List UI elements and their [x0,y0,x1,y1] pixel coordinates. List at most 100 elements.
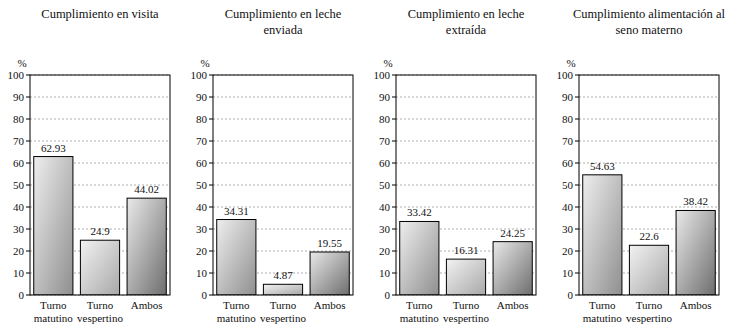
chart-canvas: Cumplimiento en visita% 0 10 20 30 40 50 60 70 80… [0,0,730,330]
tick-mark [209,207,213,208]
data-label: 34.31 [224,205,249,217]
data-label: 4.87 [273,269,293,281]
category-line: vespertino [443,312,489,324]
tick-label: 40 [196,201,208,213]
tick-label: 60 [13,157,25,169]
tick-label: 10 [196,267,208,279]
grid-line [30,119,170,120]
bars [400,221,533,295]
bar [493,242,532,295]
tick-mark [392,207,396,208]
grid-line [396,141,536,142]
chart-panel: Cumplimiento alimentación al seno materno… [557,7,726,324]
tick-label: 20 [13,245,25,257]
y-axis-label: % [383,57,392,69]
tick-mark [209,119,213,120]
tick-label: 70 [13,135,25,147]
data-label: 24.9 [90,225,110,237]
category-line: Ambos [497,299,529,311]
category-label: Turnomatutino [583,299,623,324]
title-line: enviada [264,23,303,37]
grid-line [579,119,719,120]
tick-mark [575,141,579,142]
bars [217,220,350,295]
title-line: Cumplimiento alimentación al [573,7,726,21]
tick-label: 30 [13,223,25,235]
tick-label: 100 [191,69,208,81]
data-label: 54.63 [590,160,615,172]
grid-line [396,119,536,120]
tick-label: 50 [379,179,391,191]
category-line: Turno [589,299,616,311]
bar [34,157,73,295]
tick-label: 50 [13,179,25,191]
tick-mark [575,163,579,164]
plot-frame [396,75,536,295]
chart-title: Cumplimiento en lecheextraída [408,7,525,37]
chart-panel: Cumplimiento en visita%01020304050607080… [8,7,171,324]
tick-label: 90 [13,91,25,103]
tick-mark [26,75,30,76]
tick-mark [26,229,30,230]
bar [446,259,485,295]
category-line: Turno [40,299,67,311]
data-label: 24.25 [500,227,525,239]
tick-label: 90 [196,91,208,103]
plot-frame [579,75,719,295]
tick-mark [575,185,579,186]
tick-label: 10 [379,267,391,279]
plot-frame [213,75,353,295]
tick-label: 40 [13,201,25,213]
tick-label: 80 [562,113,574,125]
title-line: Cumplimiento en leche [225,7,342,21]
tick-label: 80 [196,113,208,125]
grid-line [213,119,353,120]
bar [676,210,715,295]
tick-label: 30 [562,223,574,235]
tick-label: 50 [562,179,574,191]
tick-label: 10 [13,267,25,279]
tick-mark [392,141,396,142]
tick-label: 20 [562,245,574,257]
tick-label: 100 [557,69,574,81]
title-line: seno materno [616,23,683,37]
tick-label: 70 [196,135,208,147]
data-label: 16.31 [454,244,479,256]
category-label: Turnovespertino [260,299,306,324]
data-label: 62.93 [41,142,66,154]
data-label: 19.55 [317,237,342,249]
tick-mark [26,207,30,208]
category-line: Turno [636,299,663,311]
tick-mark [575,273,579,274]
tick-mark [392,295,396,296]
category-label: Ambos [497,299,529,311]
tick-mark [575,295,579,296]
bars [583,175,716,295]
category-line: vespertino [260,312,306,324]
category-line: Turno [87,299,114,311]
tick-mark [26,251,30,252]
tick-mark [575,207,579,208]
bar [80,240,119,295]
tick-label: 90 [562,91,574,103]
category-line: matutino [400,312,440,324]
chart-title: Cumplimiento en visita [41,7,159,21]
tick-label: 80 [13,113,25,125]
tick-label: 0 [568,289,574,301]
category-label: Ambos [314,299,346,311]
data-label: 38.42 [683,195,708,207]
tick-label: 0 [385,289,391,301]
tick-label: 60 [196,157,208,169]
tick-label: 20 [379,245,391,257]
tick-mark [209,273,213,274]
tick-mark [209,97,213,98]
tick-mark [209,229,213,230]
category-label: Turnovespertino [77,299,123,324]
chart-panel: Cumplimiento en lecheextraída%0102030405… [374,7,537,324]
category-line: matutino [583,312,623,324]
tick-mark [575,251,579,252]
grid-line [579,141,719,142]
grid-line [30,97,170,98]
tick-label: 50 [196,179,208,191]
category-line: matutino [217,312,257,324]
